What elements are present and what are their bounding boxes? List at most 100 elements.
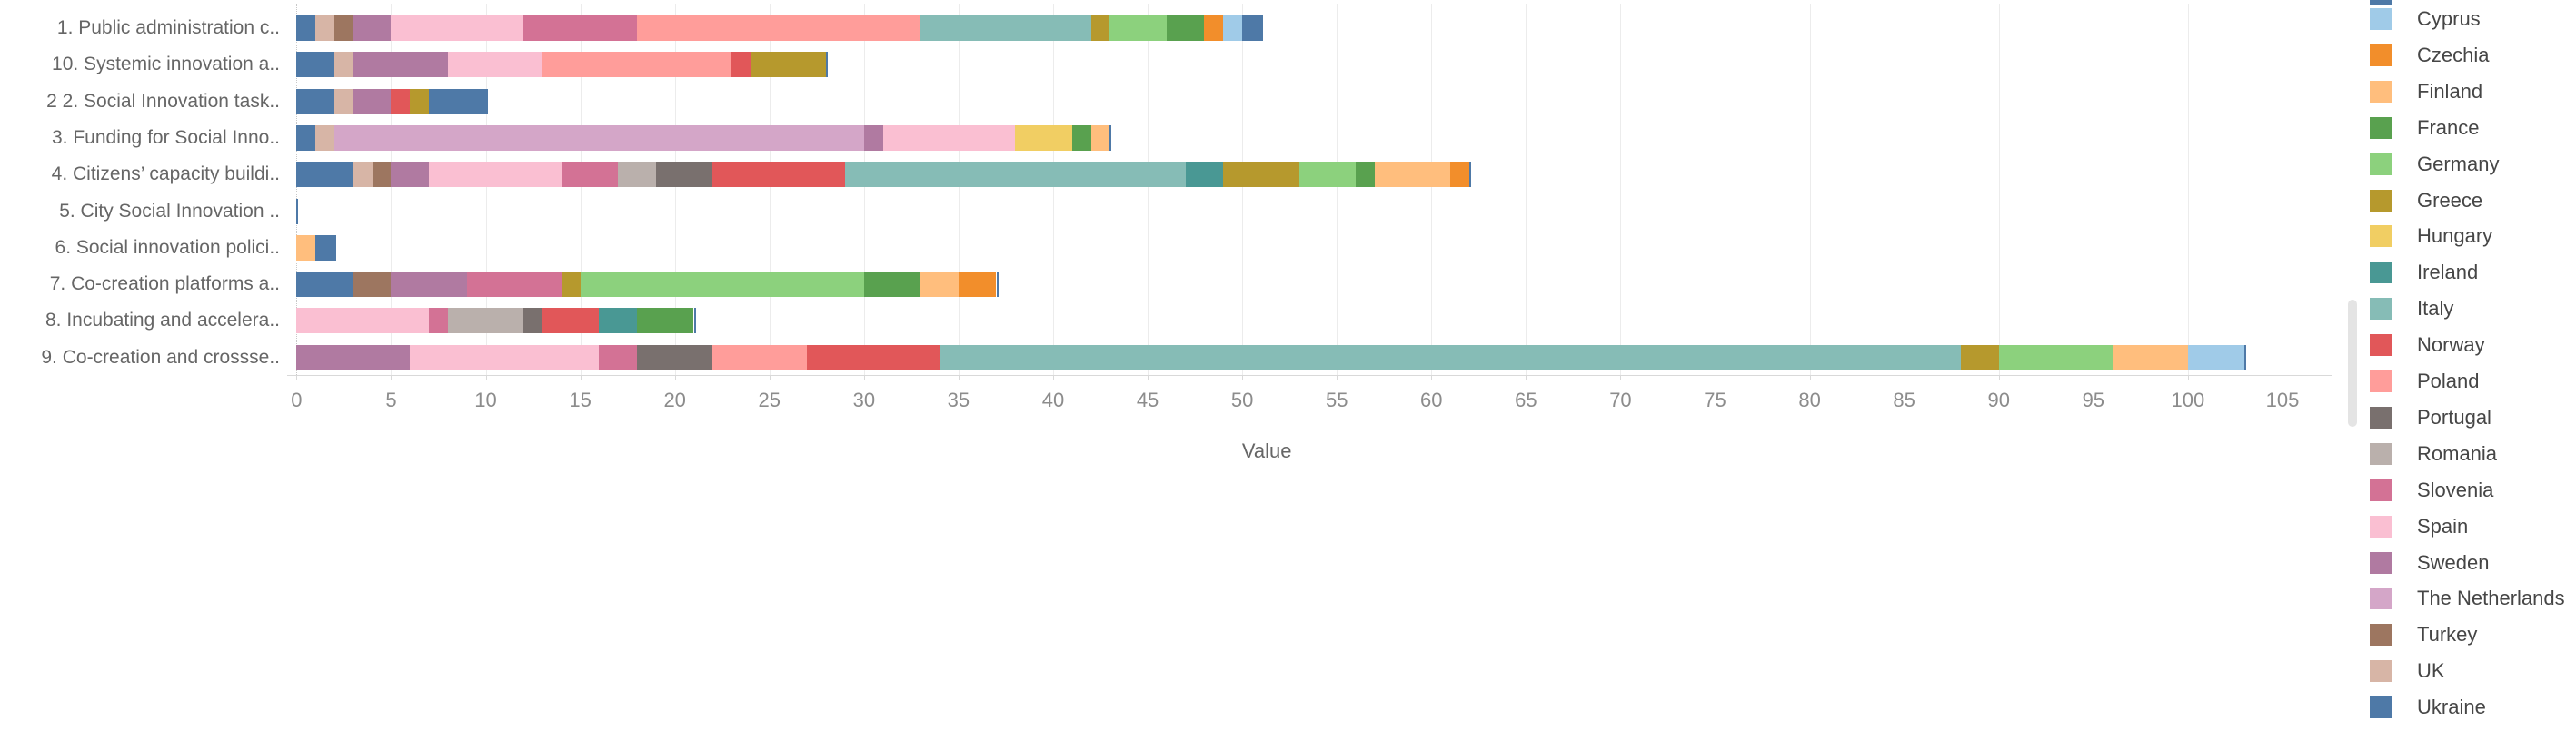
bar[interactable]	[296, 15, 1263, 41]
bar-segment-france[interactable]	[1166, 15, 1205, 41]
bar-segment-uk[interactable]	[315, 15, 335, 41]
bar-segment-france[interactable]	[1071, 124, 1091, 151]
gridline	[1526, 4, 1527, 375]
bar-segment-sweden[interactable]	[353, 88, 392, 114]
bar-segment-ukraine[interactable]	[296, 52, 335, 78]
bar-segment-greece[interactable]	[561, 272, 581, 298]
bar-segment-ukraine[interactable]	[296, 124, 316, 151]
bar-segment-germany[interactable]	[1298, 162, 1356, 188]
bar-segment-spain[interactable]	[391, 15, 524, 41]
bar-segment-unknown[interactable]	[429, 88, 486, 114]
bar-segment-norway[interactable]	[712, 162, 845, 188]
bar[interactable]	[296, 344, 2247, 370]
bar-segment-france[interactable]	[863, 272, 921, 298]
bar[interactable]	[296, 198, 299, 224]
bar-segment-uk[interactable]	[334, 52, 353, 78]
legend-scrollbar[interactable]	[2348, 300, 2357, 427]
bar-segment-sweden[interactable]	[391, 272, 467, 298]
bar-segment-greece[interactable]	[1961, 344, 1999, 370]
bar-segment-sweden[interactable]	[353, 15, 392, 41]
y-axis-label: 5. City Social Innovation ..	[59, 200, 280, 222]
gridline	[2187, 4, 2189, 375]
bar-segment-norway[interactable]	[391, 88, 411, 114]
bar-segment-slovenia[interactable]	[599, 344, 638, 370]
bar-segment-romania[interactable]	[447, 308, 524, 334]
bar-segment-romania[interactable]	[618, 162, 656, 188]
bar-segment-germany[interactable]	[1998, 344, 2113, 370]
legend-label: Ireland	[2417, 261, 2479, 284]
bar[interactable]	[296, 162, 1471, 188]
bar-segment-finland[interactable]	[2112, 344, 2188, 370]
bar-segment-finland[interactable]	[296, 234, 316, 261]
bar-segment-sweden[interactable]	[391, 162, 430, 188]
bar-segment-uk[interactable]	[353, 162, 373, 188]
bar-segment-norway[interactable]	[807, 344, 940, 370]
bar-segment-finland[interactable]	[1090, 124, 1110, 151]
bar-segment-turkey[interactable]	[353, 272, 392, 298]
bar-segment-czechia[interactable]	[1450, 162, 1469, 188]
bar-segment-finland[interactable]	[920, 272, 959, 298]
bar-segment-greece[interactable]	[410, 88, 430, 114]
bar-segment-greece[interactable]	[1090, 15, 1110, 41]
bar-segment-spain[interactable]	[429, 162, 562, 188]
bar-segment-ukraine[interactable]	[296, 88, 335, 114]
bar-segment-sweden[interactable]	[296, 344, 411, 370]
bar-segment-finland[interactable]	[1374, 162, 1451, 188]
bar-segment-slovenia[interactable]	[561, 162, 619, 188]
bar-segment-italy[interactable]	[844, 162, 1186, 188]
bar-segment-norway[interactable]	[542, 308, 600, 334]
bar-segment-turkey[interactable]	[372, 162, 392, 188]
tick-mark	[1526, 375, 1527, 380]
bar[interactable]	[296, 272, 999, 298]
bar[interactable]	[296, 308, 696, 334]
bar-segment-hungary[interactable]	[1015, 124, 1072, 151]
bar-segment-greece[interactable]	[1223, 162, 1299, 188]
bar-segment-ireland[interactable]	[599, 308, 638, 334]
bar-segment-ukraine[interactable]	[296, 272, 353, 298]
bar-segment-greece[interactable]	[750, 52, 827, 78]
bar[interactable]	[296, 52, 829, 78]
bar-segment-poland[interactable]	[637, 15, 921, 41]
bar-segment-spain[interactable]	[296, 308, 430, 334]
bar-segment-turkey[interactable]	[334, 15, 353, 41]
bar-segment-uk[interactable]	[334, 88, 353, 114]
gridline	[769, 4, 771, 375]
tick-mark	[863, 375, 865, 380]
bar-segment-slovenia[interactable]	[429, 308, 448, 334]
bar-segment-germany[interactable]	[1109, 15, 1167, 41]
bar-segment-portugal[interactable]	[637, 344, 713, 370]
bar[interactable]	[296, 124, 1112, 151]
bar-segment-poland[interactable]	[712, 344, 808, 370]
bar-segment-sweden[interactable]	[863, 124, 883, 151]
bar-segment-france[interactable]	[637, 308, 694, 334]
bar-segment-slovenia[interactable]	[523, 15, 638, 41]
bar[interactable]	[296, 88, 488, 114]
bar-segment-cyprus[interactable]	[1223, 15, 1243, 41]
bar-segment-uk[interactable]	[315, 124, 335, 151]
bar-segment-spain[interactable]	[882, 124, 1016, 151]
bar-segment-unknown[interactable]	[315, 234, 335, 261]
bar-segment-unknown[interactable]	[1242, 15, 1261, 41]
bar-segment-poland[interactable]	[542, 52, 732, 78]
bar-segment-spain[interactable]	[410, 344, 600, 370]
bar-segment-ireland[interactable]	[1185, 162, 1224, 188]
bar-segment-italy[interactable]	[920, 15, 1091, 41]
tick-mark	[1809, 375, 1811, 380]
bar-segment-france[interactable]	[1355, 162, 1375, 188]
bar-segment-portugal[interactable]	[655, 162, 713, 188]
bar-segment-the-netherlands[interactable]	[334, 124, 864, 151]
bar-segment-spain[interactable]	[447, 52, 542, 78]
bar[interactable]	[296, 234, 337, 261]
bar-segment-czechia[interactable]	[1204, 15, 1224, 41]
legend-label: Italy	[2417, 297, 2454, 321]
bar-segment-ukraine[interactable]	[296, 15, 316, 41]
bar-segment-czechia[interactable]	[958, 272, 997, 298]
bar-segment-italy[interactable]	[940, 344, 1962, 370]
bar-segment-norway[interactable]	[731, 52, 751, 78]
bar-segment-cyprus[interactable]	[2187, 344, 2245, 370]
bar-segment-germany[interactable]	[580, 272, 864, 298]
bar-segment-slovenia[interactable]	[466, 272, 562, 298]
bar-segment-ukraine[interactable]	[296, 162, 353, 188]
bar-segment-sweden[interactable]	[353, 52, 448, 78]
bar-segment-portugal[interactable]	[523, 308, 542, 334]
